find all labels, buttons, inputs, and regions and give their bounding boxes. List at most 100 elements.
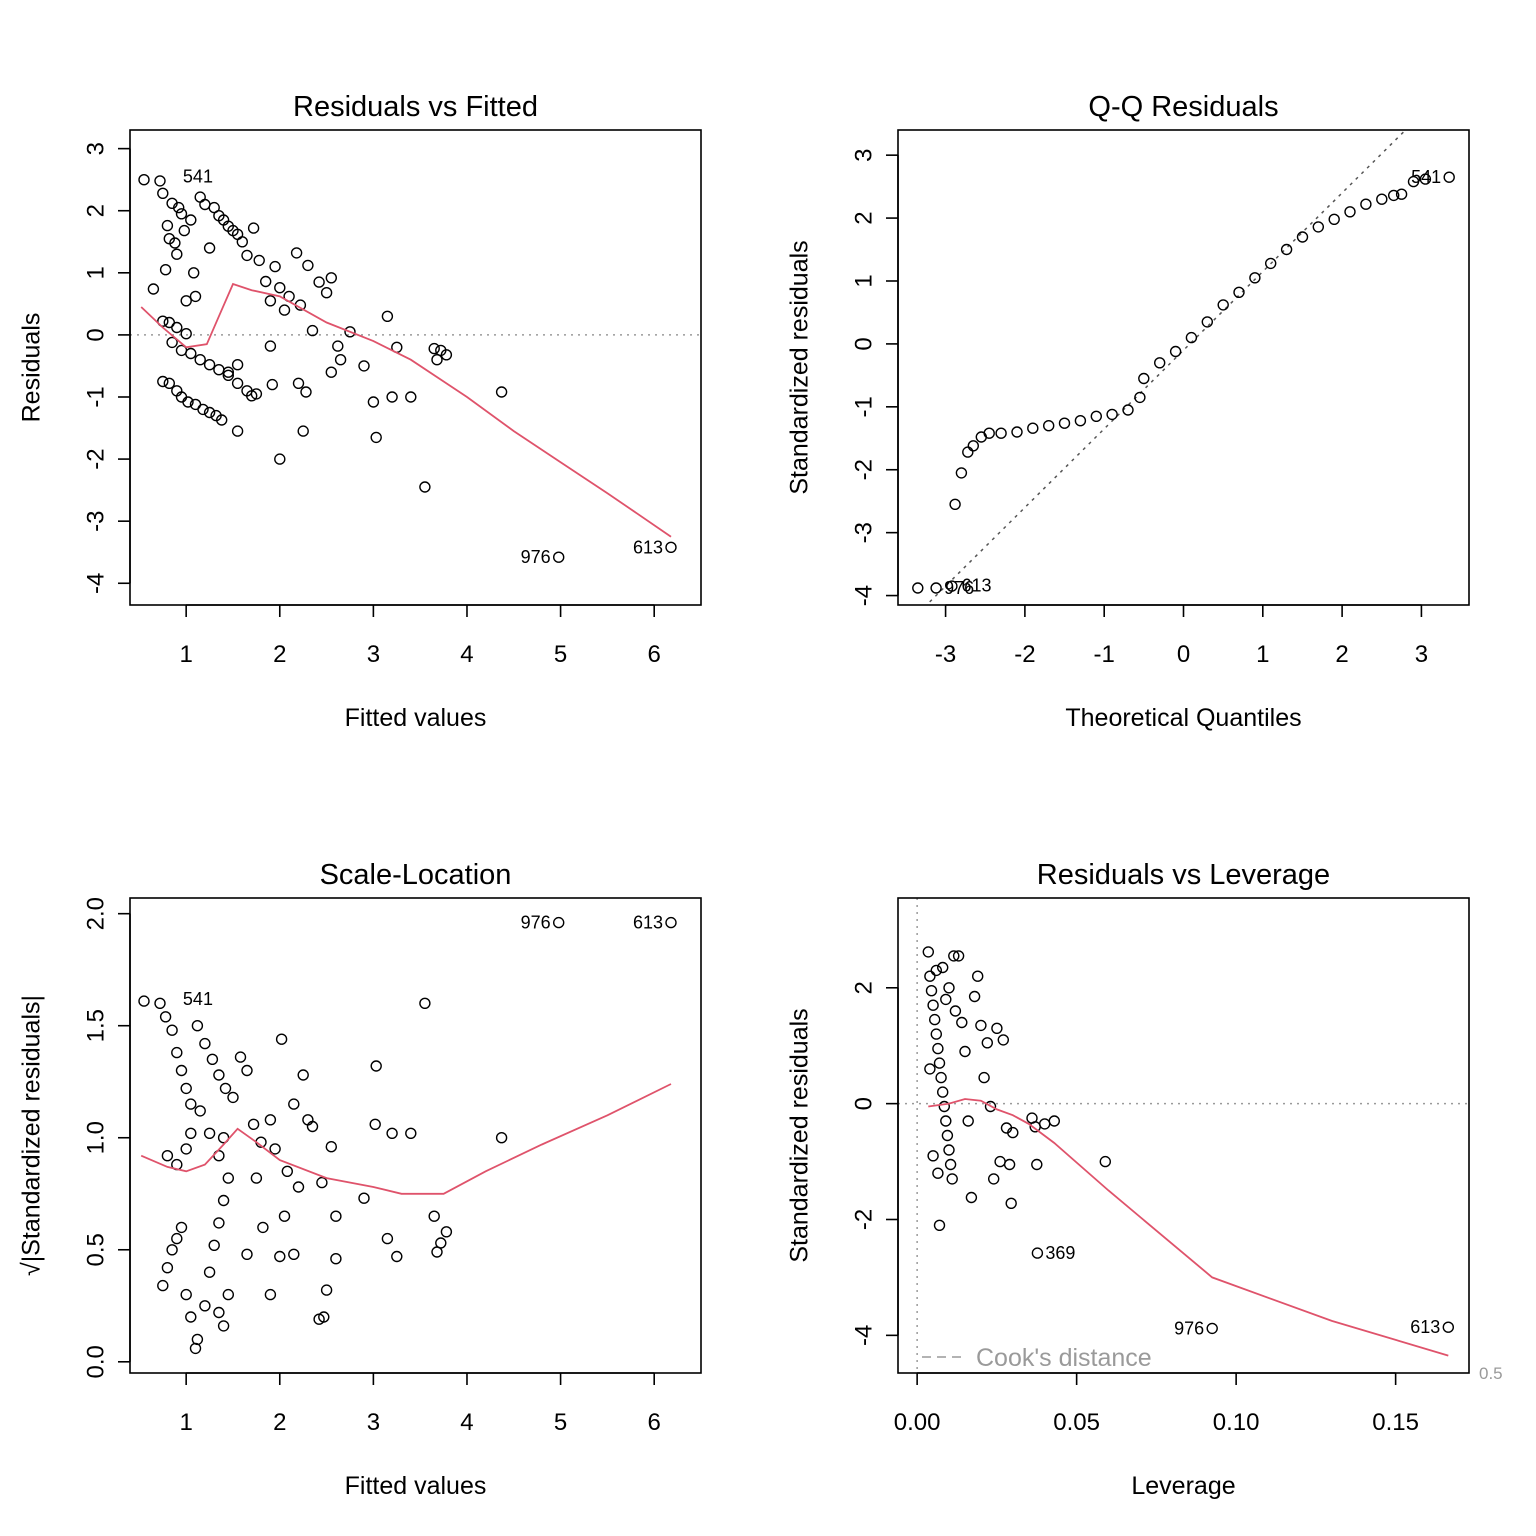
data-point xyxy=(281,1165,293,1178)
data-point xyxy=(968,990,981,1003)
x-tick-label: 1 xyxy=(179,641,192,668)
data-point xyxy=(166,1244,178,1256)
data-point xyxy=(358,360,370,372)
data-point xyxy=(1376,193,1388,205)
data-point xyxy=(219,1082,232,1095)
chart-title: Residuals vs Fitted xyxy=(293,91,538,123)
data-point xyxy=(288,1248,300,1261)
data-point xyxy=(665,916,677,929)
data-point xyxy=(247,222,260,234)
data-point xyxy=(241,249,253,262)
data-point xyxy=(227,1091,239,1104)
data-point xyxy=(236,236,249,248)
loess-smoother-line xyxy=(140,282,672,538)
data-point xyxy=(932,1167,944,1179)
data-point xyxy=(185,214,197,226)
data-point xyxy=(180,1288,192,1301)
data-point xyxy=(991,1022,1003,1035)
data-point xyxy=(929,1013,941,1026)
data-point xyxy=(988,1173,1000,1185)
data-point xyxy=(927,999,939,1011)
data-point xyxy=(932,1042,944,1055)
data-point xyxy=(381,1232,394,1245)
point-label-541: 541 xyxy=(183,989,213,1009)
data-point xyxy=(203,1127,216,1140)
data-point xyxy=(1387,189,1400,202)
data-point xyxy=(1185,331,1198,344)
data-point xyxy=(222,369,235,381)
data-point xyxy=(325,272,337,284)
cooks-contour-label: 0.5 xyxy=(1479,1364,1503,1383)
data-point xyxy=(553,916,565,929)
data-point xyxy=(1138,372,1150,385)
data-point xyxy=(180,295,192,307)
data-point xyxy=(440,349,453,361)
data-point xyxy=(1169,345,1182,358)
data-point xyxy=(370,1060,382,1072)
data-point xyxy=(234,1051,247,1063)
data-point xyxy=(495,1131,508,1144)
y-tick-label: -3 xyxy=(850,522,877,543)
chart-panel-4: 369 976 613 Residuals vs Leverage 0.00 0.05 0.… xyxy=(786,859,1503,1500)
chart-title: Q-Q Residuals xyxy=(1088,91,1278,123)
data-point xyxy=(213,1306,225,1319)
data-point xyxy=(1099,1155,1112,1168)
data-point xyxy=(180,328,192,340)
data-point xyxy=(159,1011,172,1023)
data-point xyxy=(215,414,228,426)
scatter-points xyxy=(138,916,677,1355)
data-point xyxy=(1005,1197,1017,1210)
data-point xyxy=(191,1333,204,1346)
data-point xyxy=(922,946,934,958)
y-tick-label: 1.5 xyxy=(82,1009,109,1042)
data-point xyxy=(1074,415,1087,427)
data-point xyxy=(956,1016,968,1029)
data-point xyxy=(984,1100,997,1113)
data-point xyxy=(955,467,968,479)
data-point xyxy=(912,582,924,594)
data-point xyxy=(943,1144,955,1156)
data-point xyxy=(1122,404,1134,416)
data-point xyxy=(203,406,216,419)
data-point xyxy=(1328,213,1340,226)
data-point xyxy=(665,541,677,553)
data-point xyxy=(962,1115,974,1127)
data-point xyxy=(157,1279,169,1292)
point-label-541: 541 xyxy=(183,167,213,187)
data-point xyxy=(1003,1158,1016,1171)
point-label-541: 541 xyxy=(1411,167,1441,187)
y-tick-label: -4 xyxy=(82,573,109,594)
x-tick-label: 2 xyxy=(273,641,286,668)
x-axis-title: Fitted values xyxy=(345,1472,487,1500)
point-label-613: 613 xyxy=(633,913,663,933)
data-point xyxy=(269,260,281,273)
data-point xyxy=(370,431,382,444)
data-point xyxy=(245,390,258,402)
data-point xyxy=(292,377,305,389)
point-label-613: 613 xyxy=(1410,1317,1440,1337)
data-point xyxy=(171,1232,183,1245)
data-point xyxy=(154,175,166,187)
y-tick-label: 2 xyxy=(850,211,877,224)
data-point xyxy=(166,336,178,349)
data-point xyxy=(930,964,942,977)
chart-panel-3: 541 976 613 Scale-Location 1 2 3 4 5 6 Fitted valu… xyxy=(18,859,702,1500)
data-point xyxy=(381,310,394,322)
data-point xyxy=(948,950,960,962)
data-point xyxy=(166,1024,178,1036)
data-point xyxy=(269,1143,281,1155)
data-point xyxy=(213,1217,225,1229)
x-tick-label: -2 xyxy=(1014,641,1035,668)
x-tick-label: 0.10 xyxy=(1213,1409,1260,1436)
data-point xyxy=(189,290,202,303)
x-tick-label: 5 xyxy=(554,641,567,668)
data-point xyxy=(930,1028,942,1040)
data-point xyxy=(419,481,431,493)
data-point xyxy=(194,1105,206,1117)
x-axis-title: Fitted values xyxy=(345,704,487,732)
y-tick-label: 0 xyxy=(850,1097,877,1110)
cooks-distance-legend-label: Cook's distance xyxy=(976,1344,1152,1372)
x-tick-label: 3 xyxy=(367,641,380,668)
data-point xyxy=(187,267,200,279)
